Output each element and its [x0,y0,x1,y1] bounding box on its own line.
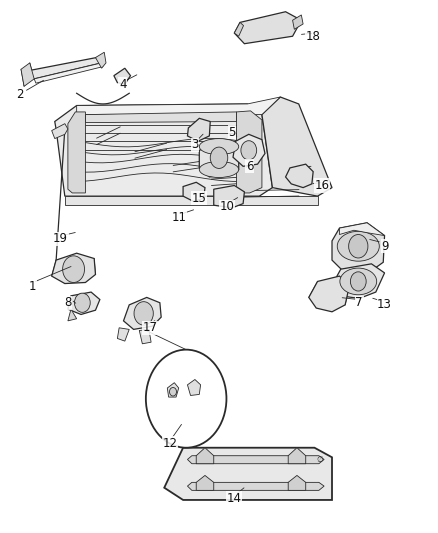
Circle shape [241,141,257,160]
Polygon shape [21,63,34,86]
Polygon shape [196,475,214,490]
Polygon shape [288,475,306,490]
Text: 7: 7 [355,296,363,309]
Polygon shape [332,264,385,298]
Circle shape [350,272,366,291]
Text: 2: 2 [16,88,24,101]
Text: 3: 3 [191,139,198,151]
Polygon shape [262,97,332,196]
Text: 10: 10 [219,200,234,213]
Text: 5: 5 [229,126,236,139]
Ellipse shape [337,231,379,261]
Text: 16: 16 [314,179,329,192]
Polygon shape [237,111,262,193]
Circle shape [134,302,153,325]
Polygon shape [339,223,385,236]
Text: 11: 11 [171,211,186,224]
Polygon shape [139,329,151,344]
Polygon shape [117,328,129,341]
Polygon shape [214,185,244,208]
Polygon shape [293,15,303,29]
Polygon shape [34,63,103,83]
Polygon shape [167,383,179,397]
Polygon shape [288,448,306,464]
Polygon shape [85,112,237,123]
Ellipse shape [340,268,377,295]
Polygon shape [85,120,250,189]
Circle shape [210,147,228,168]
Polygon shape [332,223,385,272]
Text: 15: 15 [192,192,207,205]
Polygon shape [233,134,265,166]
Polygon shape [286,164,313,188]
Text: 4: 4 [119,78,127,91]
Circle shape [63,256,85,282]
Polygon shape [65,196,318,205]
Polygon shape [187,379,201,395]
Circle shape [170,387,177,396]
Polygon shape [77,97,280,115]
Polygon shape [187,118,210,141]
Polygon shape [187,456,324,464]
Circle shape [74,293,90,312]
Text: 14: 14 [227,492,242,505]
Polygon shape [68,112,85,193]
Polygon shape [124,297,161,329]
Polygon shape [164,448,332,500]
Text: 12: 12 [162,437,177,450]
Polygon shape [55,104,272,196]
Polygon shape [22,58,102,79]
Polygon shape [114,68,131,84]
Text: 1: 1 [29,280,37,293]
Polygon shape [234,22,244,36]
Ellipse shape [199,161,239,177]
Circle shape [146,350,226,448]
Text: 6: 6 [246,160,254,173]
Polygon shape [183,182,205,201]
Polygon shape [196,448,214,464]
Polygon shape [234,12,301,44]
Text: 9: 9 [381,240,389,253]
Polygon shape [309,276,350,312]
Text: 13: 13 [377,298,392,311]
Polygon shape [68,309,77,321]
Text: 19: 19 [53,232,68,245]
Polygon shape [95,52,106,68]
Polygon shape [187,482,324,490]
Circle shape [349,235,368,258]
Polygon shape [68,292,100,314]
Text: $\emptyset$: $\emptyset$ [316,455,324,464]
Polygon shape [52,253,95,284]
Text: 18: 18 [306,30,321,43]
Ellipse shape [199,139,239,155]
Polygon shape [52,124,68,139]
Polygon shape [199,143,239,177]
Text: 8: 8 [64,296,71,309]
Text: 17: 17 [142,321,157,334]
